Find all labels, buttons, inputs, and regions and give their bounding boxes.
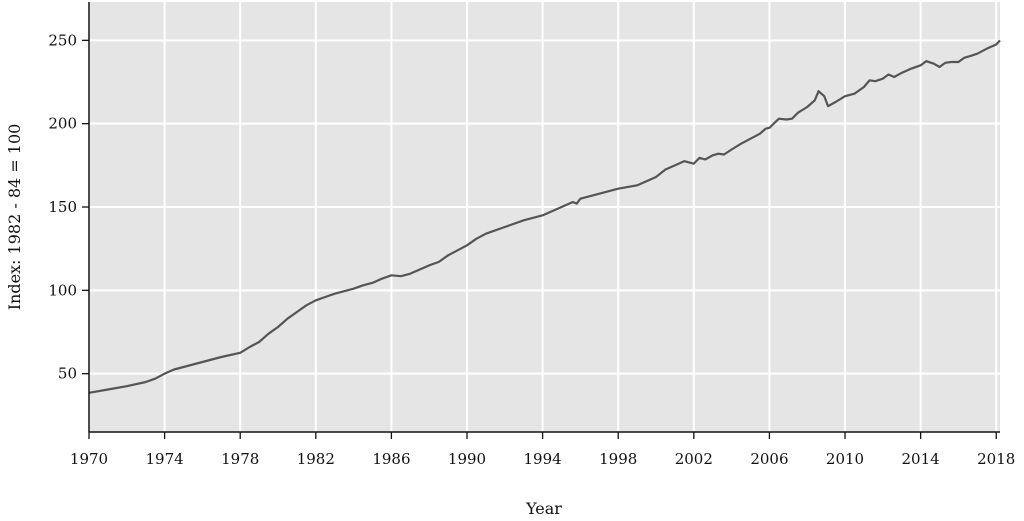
y-tick-label: 150 [48, 198, 77, 216]
x-axis-title: Year [525, 499, 562, 518]
plot-panel [89, 2, 1000, 432]
x-axis-ticks: 1970 1974 1978 1982 1986 1990 1994 1998 2002 2006… [70, 432, 1015, 468]
y-axis-ticks: 50 100 150 200 250 [48, 31, 89, 383]
x-tick-label: 2014 [902, 450, 940, 468]
x-tick-label: 1986 [372, 450, 410, 468]
y-tick-label: 50 [58, 365, 77, 383]
x-tick-label: 2018 [977, 450, 1015, 468]
x-tick-label: 2002 [675, 450, 713, 468]
x-tick-label: 1994 [524, 450, 562, 468]
x-tick-label: 1978 [221, 450, 259, 468]
grid-lines [88, 2, 1000, 432]
y-tick-label: 100 [48, 281, 77, 299]
x-tick-label: 1982 [297, 450, 335, 468]
x-tick-label: 2010 [826, 450, 864, 468]
y-tick-label: 250 [48, 31, 77, 49]
x-tick-label: 1998 [599, 450, 637, 468]
series-line [88, 39, 1001, 394]
x-tick-label: 1974 [146, 450, 184, 468]
y-axis-title: Index: 1982 - 84 = 100 [5, 124, 24, 311]
y-tick-label: 200 [48, 115, 77, 133]
x-tick-label: 1990 [448, 450, 486, 468]
x-tick-label: 2006 [750, 450, 788, 468]
x-tick-label: 1970 [70, 450, 108, 468]
